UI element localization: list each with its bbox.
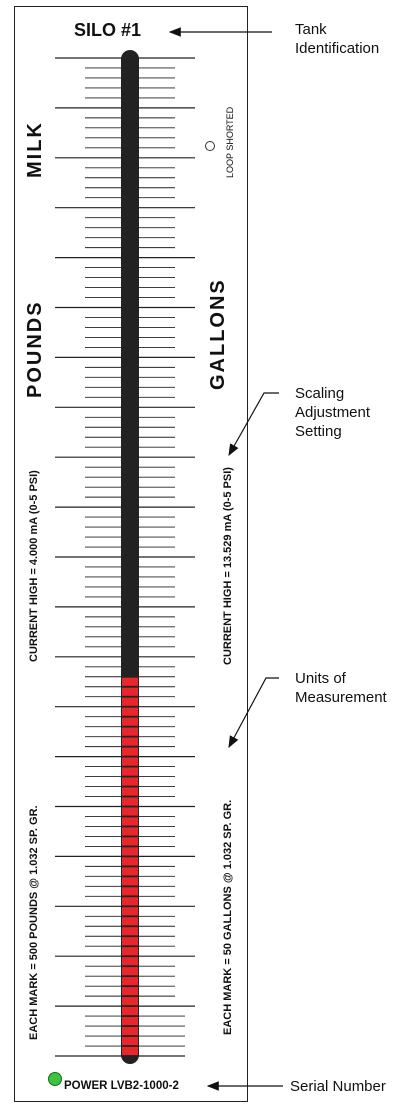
bar-segment-lit	[122, 907, 138, 916]
bar-segment-lit	[122, 717, 138, 726]
bar-segment-lit	[122, 947, 138, 956]
bar-segment-lit	[122, 1007, 138, 1016]
power-label: POWER	[64, 1080, 108, 1092]
tank-title: SILO #1	[74, 20, 142, 40]
tank-id-callout: Tank Identification	[295, 21, 380, 57]
bar-segment-lit	[122, 867, 138, 876]
bar-segment-lit	[122, 967, 138, 976]
bar-segment-lit	[122, 987, 138, 996]
bar-segment-lit	[122, 677, 138, 686]
bar-segment-lit	[122, 957, 138, 966]
bar-segment-lit	[122, 857, 138, 866]
bar-segment-lit	[122, 797, 138, 806]
bar-segment-lit	[122, 887, 138, 896]
bar-segment-lit	[122, 707, 138, 716]
bar-segment-lit	[122, 1046, 138, 1056]
bar-segment-lit	[122, 877, 138, 886]
bar-segment-lit	[122, 837, 138, 846]
bar-segment-lit	[122, 827, 138, 836]
bar-segment-lit	[122, 757, 138, 766]
bar-segment-lit	[122, 917, 138, 926]
serial-number: LVB2-1000-2	[110, 1080, 179, 1092]
bar-segment-lit	[122, 977, 138, 986]
bar-segment-lit	[122, 687, 138, 696]
units-arrow	[228, 677, 279, 749]
bar-segment-lit	[122, 1026, 138, 1036]
units-callout: Units of Measurement	[295, 670, 387, 706]
bar-segment-lit	[122, 927, 138, 936]
bar-segment-lit	[122, 787, 138, 796]
bar-segment-lit	[122, 777, 138, 786]
power-serial-label: POWER LVB2-1000-2	[64, 1080, 179, 1092]
loop-shorted-indicator	[205, 141, 215, 151]
bar-segment-lit	[122, 997, 138, 1006]
bar-segment-lit	[122, 1016, 138, 1026]
bar-segment-lit	[122, 1036, 138, 1046]
scaling-arrow	[228, 392, 279, 457]
bar-segment-lit	[122, 897, 138, 906]
bar-segment-lit	[122, 697, 138, 706]
bar-segment-lit	[122, 737, 138, 746]
bar-segment-lit	[122, 767, 138, 776]
bar-segment-lit	[122, 847, 138, 856]
bar-segment-lit	[122, 747, 138, 756]
scaling-callout: Scaling Adjustment Setting	[295, 385, 371, 440]
bar-segment-lit	[122, 937, 138, 946]
bar-segment-lit	[122, 807, 138, 816]
serial-callout: Serial Number	[290, 1078, 386, 1095]
bar-segment-lit	[122, 817, 138, 826]
power-led	[48, 1072, 62, 1086]
bar-segment-lit	[122, 727, 138, 736]
